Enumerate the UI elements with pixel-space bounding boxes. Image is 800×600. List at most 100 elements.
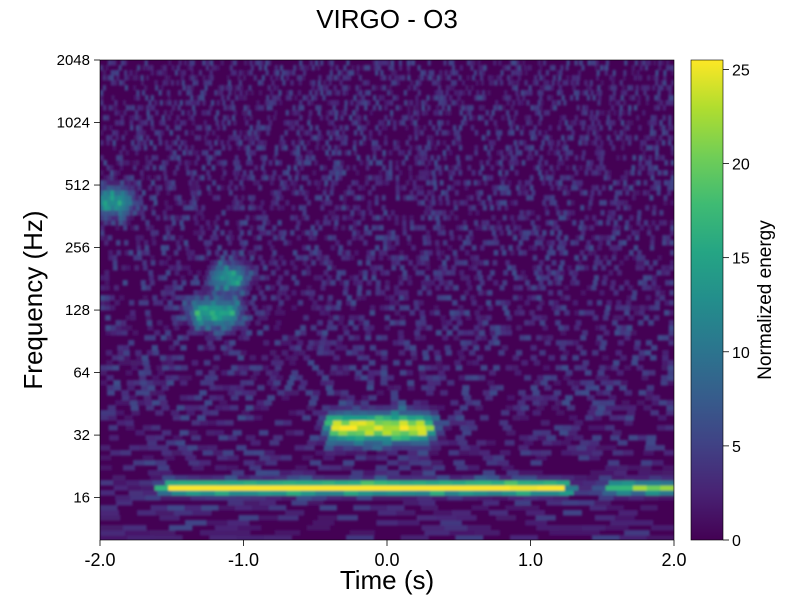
heatmap-cell — [285, 510, 305, 516]
heatmap-cell — [232, 170, 237, 176]
heatmap-cell — [443, 60, 447, 66]
heatmap-cell — [148, 185, 153, 191]
heatmap-cell — [659, 100, 664, 106]
heatmap-cell — [249, 115, 253, 121]
heatmap-cell — [191, 195, 196, 201]
heatmap-cell — [587, 300, 593, 306]
heatmap-cell — [402, 495, 418, 501]
heatmap-cell — [168, 185, 173, 191]
heatmap-cell — [299, 75, 303, 81]
heatmap-cell — [359, 160, 364, 166]
heatmap-cell — [670, 220, 674, 226]
heatmap-cell — [452, 325, 459, 331]
heatmap-cell — [573, 270, 579, 276]
heatmap-cell — [265, 70, 269, 76]
heatmap-cell — [205, 325, 212, 331]
heatmap-cell — [357, 425, 367, 431]
x-axis: -2.0 -1.0 0.0 1.0 2.0 — [84, 540, 687, 570]
heatmap-cell — [110, 180, 115, 186]
heatmap-cell — [100, 140, 104, 146]
heatmap-cell — [410, 470, 424, 476]
heatmap-cell — [653, 60, 657, 66]
heatmap-cell — [578, 225, 583, 231]
heatmap-cell — [329, 110, 333, 116]
heatmap-cell — [294, 430, 304, 436]
heatmap-cell — [417, 450, 429, 456]
heatmap-cell — [116, 330, 123, 336]
heatmap-cell — [413, 225, 419, 231]
heatmap-cell — [293, 180, 298, 186]
heatmap-cell — [221, 210, 226, 216]
heatmap-cell — [469, 485, 484, 491]
heatmap-cell — [499, 475, 513, 481]
heatmap-cell — [415, 95, 419, 101]
heatmap-cell — [526, 90, 530, 96]
heatmap-cell — [335, 275, 341, 281]
heatmap-cell — [654, 155, 659, 161]
heatmap-cell — [486, 175, 490, 181]
heatmap-cell — [133, 460, 145, 466]
heatmap-cell — [401, 490, 417, 496]
heatmap-cell — [543, 195, 548, 201]
heatmap-cell — [114, 200, 119, 206]
heatmap-cell — [356, 450, 368, 456]
heatmap-cell — [106, 135, 110, 141]
heatmap-cell — [367, 205, 372, 211]
heatmap-cell — [615, 305, 621, 311]
heatmap-cell — [541, 140, 545, 146]
heatmap-cell — [656, 185, 661, 191]
heatmap-cell — [481, 200, 486, 206]
heatmap-cell — [238, 140, 243, 146]
heatmap-cell — [367, 65, 371, 71]
heatmap-cell — [198, 290, 204, 296]
heatmap-cell — [234, 320, 241, 326]
heatmap-cell — [471, 245, 477, 251]
heatmap-cell — [409, 190, 414, 196]
heatmap-cell — [342, 215, 347, 221]
heatmap-cell — [401, 150, 406, 156]
heatmap-cell — [628, 495, 645, 501]
heatmap-cell — [210, 100, 215, 106]
heatmap-cell — [406, 100, 411, 106]
heatmap-cell — [308, 155, 313, 161]
heatmap-cell — [198, 305, 204, 311]
heatmap-cell — [650, 175, 655, 181]
heatmap-cell — [557, 160, 562, 166]
heatmap-cell — [634, 60, 638, 66]
heatmap-cell — [145, 435, 156, 441]
heatmap-cell — [358, 345, 365, 351]
heatmap-cell — [552, 75, 557, 81]
heatmap-cell — [375, 160, 380, 166]
heatmap-cell — [578, 485, 593, 491]
heatmap-cell — [375, 280, 381, 286]
heatmap-cell — [191, 150, 196, 156]
heatmap-cell — [317, 180, 322, 186]
heatmap-cell — [573, 380, 582, 386]
heatmap-cell — [212, 195, 217, 201]
heatmap-cell — [470, 105, 474, 111]
heatmap-cell — [594, 255, 600, 261]
heatmap-cell — [374, 85, 378, 91]
heatmap-cell — [668, 65, 672, 71]
heatmap-cell — [100, 230, 105, 236]
heatmap-cell — [515, 160, 519, 166]
heatmap-cell — [542, 135, 547, 141]
heatmap-cell — [391, 245, 396, 251]
heatmap-cell — [291, 485, 306, 491]
heatmap-cell — [305, 230, 311, 236]
heatmap-cell — [214, 150, 218, 156]
heatmap-cell — [131, 410, 140, 416]
heatmap-cell — [465, 110, 469, 116]
heatmap-cell — [323, 455, 335, 461]
heatmap-cell — [533, 270, 539, 276]
heatmap-cell — [382, 425, 392, 431]
heatmap-cell — [234, 350, 242, 356]
heatmap-cell — [298, 190, 303, 196]
heatmap-cell — [598, 220, 603, 226]
heatmap-cell — [468, 425, 478, 431]
heatmap-cell — [628, 135, 632, 141]
heatmap-cell — [533, 380, 542, 386]
heatmap-cell — [212, 180, 217, 186]
heatmap-cell — [226, 95, 231, 101]
heatmap-cell — [550, 105, 555, 111]
